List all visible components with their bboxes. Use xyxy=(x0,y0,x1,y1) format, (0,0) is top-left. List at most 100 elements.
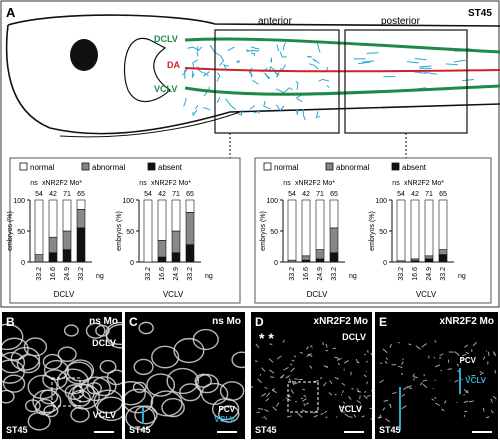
mesh-segment xyxy=(245,49,253,53)
n-label: 65 xyxy=(77,191,85,198)
bar-abnormal xyxy=(329,227,339,253)
vessel-fragment xyxy=(349,405,352,407)
mesh-segment xyxy=(274,71,280,76)
vessel-fragment xyxy=(349,416,353,418)
vessel-fragment xyxy=(366,394,371,398)
legend-label: abnormal xyxy=(92,163,126,172)
vessel-fragment xyxy=(251,385,254,389)
bar-abnormal xyxy=(76,209,86,229)
mesh-segment xyxy=(250,71,253,78)
vessel-fragment xyxy=(337,362,341,366)
vessel-loop xyxy=(125,381,146,406)
vessel-fragment xyxy=(268,358,274,363)
mesh-segment xyxy=(297,98,303,103)
vessel-fragment xyxy=(482,379,485,382)
mesh-segment xyxy=(250,49,260,52)
vessel-fragment xyxy=(441,408,445,412)
vessel-fragment xyxy=(435,364,441,368)
vessel-loop xyxy=(125,405,156,430)
vessel-fragment xyxy=(463,393,466,396)
vessel-fragment xyxy=(432,387,434,390)
vessel-loop xyxy=(179,383,202,402)
vessel-fragment xyxy=(288,378,292,382)
mesh-segment xyxy=(361,60,374,63)
n-label: 71 xyxy=(425,191,433,198)
vessel-fragment xyxy=(309,365,313,369)
panel-c-image xyxy=(125,321,245,433)
bar-normal xyxy=(424,199,434,257)
vessel-fragment xyxy=(356,400,362,404)
vessel-fragment xyxy=(490,398,493,403)
mesh-segment xyxy=(196,52,199,57)
bar-absent xyxy=(329,252,339,263)
vessel-fragment xyxy=(322,341,324,346)
vessel-loop xyxy=(2,374,26,393)
bar-absent xyxy=(438,254,448,263)
mesh-segment xyxy=(236,109,243,116)
vessel-fragment xyxy=(359,395,361,400)
mesh-segment xyxy=(249,105,255,110)
vessel-fragment xyxy=(366,381,368,385)
vessel-fragment xyxy=(384,360,388,364)
vessel-fragment xyxy=(385,418,391,422)
mesh-segment xyxy=(326,84,330,88)
vessel-loop xyxy=(105,321,122,346)
panel-c: C ns Mo PCV VCLV ST45 xyxy=(125,312,245,439)
panel-d-dclv: DCLV xyxy=(342,332,366,342)
panel-a: A ST45 anterior posterior DCLV DA VCLV n… xyxy=(0,0,500,308)
mesh-segment xyxy=(275,104,285,112)
bar-absent xyxy=(62,249,72,263)
bar-normal xyxy=(410,199,420,260)
mesh-segment xyxy=(183,67,187,80)
vessel-fragment xyxy=(302,388,306,391)
vessel-fragment xyxy=(370,352,372,356)
vessel-fragment xyxy=(343,360,349,364)
y-axis-label: embryos (%) xyxy=(369,211,376,251)
mesh-segment xyxy=(269,57,273,63)
vessel-loop xyxy=(173,337,205,364)
y-tick-label: 100 xyxy=(122,198,134,205)
vessel-fragment xyxy=(479,372,484,376)
mesh-segment xyxy=(219,54,225,67)
vessel-fragment xyxy=(439,357,442,359)
dclv-vessel xyxy=(184,37,500,54)
vessel-fragment xyxy=(290,389,295,394)
vessel-fragment xyxy=(401,361,404,365)
panel-e-image xyxy=(377,340,497,433)
vessel-fragment xyxy=(383,399,389,402)
panel-d-stage: ST45 xyxy=(255,425,277,435)
y-tick-label: 100 xyxy=(375,198,387,205)
vessel-fragment xyxy=(363,394,368,400)
panel-e-title: xNR2F2 Mo xyxy=(439,316,494,327)
vessel-fragment xyxy=(311,347,313,349)
vessel-loop xyxy=(23,337,48,357)
anterior-chart-frame xyxy=(9,157,241,304)
vessel-loop xyxy=(43,404,59,418)
vessel-fragment xyxy=(434,340,437,343)
vessel-fragment xyxy=(342,401,346,404)
y-axis-label: embryos (%) xyxy=(116,211,123,251)
y-tick-label: 50 xyxy=(379,229,387,236)
vessel-fragment xyxy=(433,356,436,359)
n-label: 54 xyxy=(397,191,405,198)
vessel-loop xyxy=(63,324,79,337)
vessel-loop xyxy=(93,389,122,414)
x-axis-label: VCLV xyxy=(163,290,184,299)
bar-absent xyxy=(185,244,195,263)
vessel-loop xyxy=(166,367,200,395)
vessel-fragment xyxy=(283,366,289,371)
vessel-fragment xyxy=(303,394,307,398)
vessel-loop xyxy=(39,389,59,405)
vessel-fragment xyxy=(272,406,277,411)
category-label: 24.9 xyxy=(426,267,433,281)
dclv-label: DCLV xyxy=(154,34,178,44)
mesh-segment xyxy=(295,81,299,90)
vessel-loop xyxy=(27,374,58,400)
vessel-fragment xyxy=(341,390,344,393)
vessel-loop xyxy=(134,405,158,425)
bar-normal xyxy=(171,199,181,232)
panel-c-label: C xyxy=(129,315,138,329)
bar-normal xyxy=(287,199,297,261)
mesh-segment xyxy=(283,42,287,51)
mesh-segment xyxy=(315,111,321,119)
